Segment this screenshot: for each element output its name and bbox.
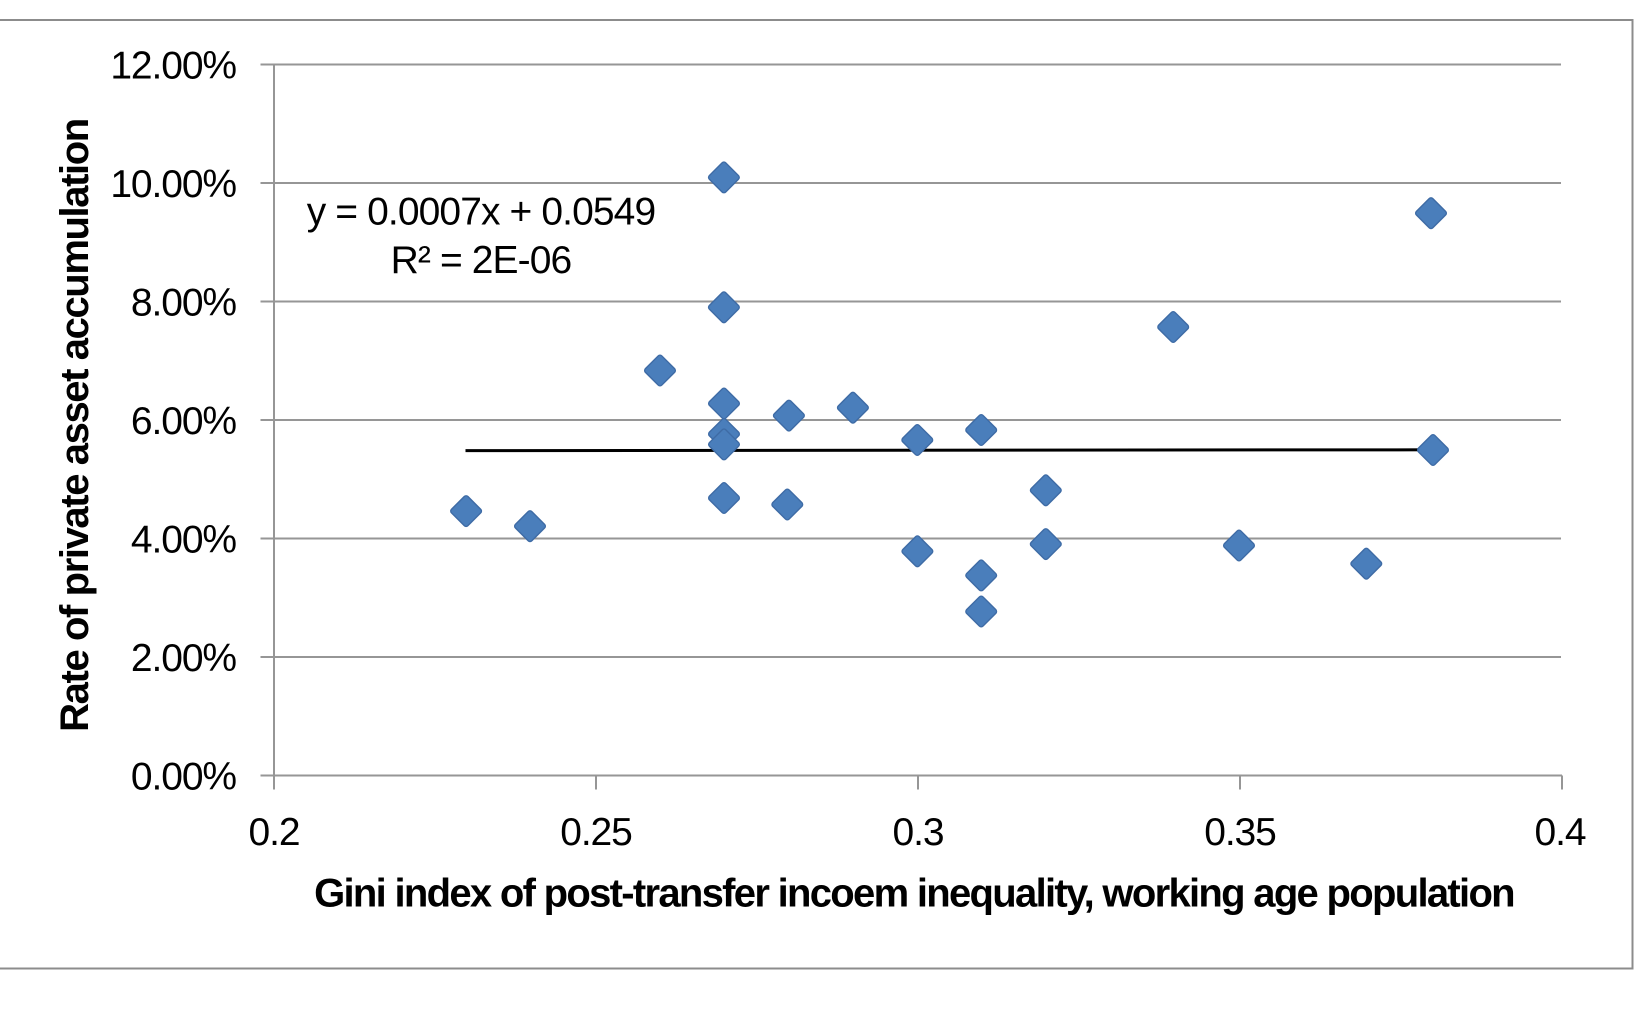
svg-text:0.2: 0.2: [249, 811, 300, 854]
svg-text:6.00%: 6.00%: [131, 400, 237, 443]
svg-text:Rate of private asset accumula: Rate of private asset accumulation: [53, 119, 97, 732]
svg-text:2.00%: 2.00%: [131, 637, 237, 680]
svg-text:8.00%: 8.00%: [131, 281, 237, 324]
svg-text:R² = 2E-06: R² = 2E-06: [391, 239, 572, 282]
svg-text:4.00%: 4.00%: [131, 518, 237, 561]
svg-text:0.35: 0.35: [1204, 811, 1276, 854]
svg-text:0.25: 0.25: [560, 811, 632, 854]
svg-text:Gini index of post-transfer in: Gini index of post-transfer incoem inequ…: [314, 872, 1514, 916]
svg-text:y = 0.0007x + 0.0549: y = 0.0007x + 0.0549: [307, 191, 655, 234]
svg-text:10.00%: 10.00%: [110, 163, 236, 206]
svg-text:0.00%: 0.00%: [131, 755, 237, 798]
svg-text:0.3: 0.3: [893, 811, 944, 854]
svg-text:12.00%: 12.00%: [110, 44, 236, 87]
svg-text:0.4: 0.4: [1535, 811, 1586, 854]
